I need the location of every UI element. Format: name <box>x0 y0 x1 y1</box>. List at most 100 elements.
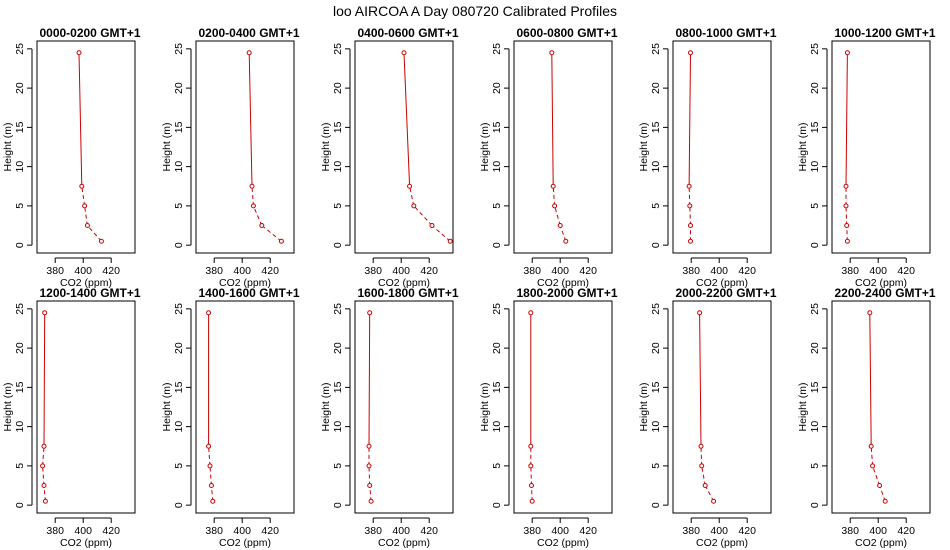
y-tick-label: 0 <box>14 242 26 248</box>
data-point <box>278 238 284 244</box>
panel-title: 0000-0200 GMT+1 <box>39 26 140 40</box>
y-tick-label: 25 <box>173 43 185 55</box>
data-point <box>246 50 252 56</box>
y-tick-label: 20 <box>173 82 185 94</box>
y-axis-label: Height (m) <box>161 382 173 431</box>
profile-line-segment <box>369 485 372 502</box>
data-point <box>552 203 558 209</box>
x-tick-label: 400 <box>233 525 251 537</box>
y-tick-label: 15 <box>491 121 503 133</box>
data-point <box>702 483 708 489</box>
y-tick-label: 5 <box>173 463 185 469</box>
y-tick-label: 25 <box>332 303 344 315</box>
data-point <box>84 223 90 229</box>
y-tick-label: 10 <box>491 161 503 173</box>
plot-frame <box>354 40 454 254</box>
data-point <box>688 50 693 56</box>
profile-line-segment <box>551 52 554 187</box>
data-point <box>557 223 563 229</box>
data-point <box>42 498 48 504</box>
y-tick-label: 5 <box>14 463 26 469</box>
data-point <box>686 183 692 189</box>
y-tick-label: 10 <box>173 421 185 433</box>
profile-line-segment <box>869 312 872 447</box>
y-axis-label: Height (m) <box>161 122 173 171</box>
x-axis-label: CO2 (ppm) <box>696 537 748 549</box>
profile-panel: 2000-2200 GMT+1 380 400 420 0 5 10 15 20 25 CO2 (p… <box>638 286 777 549</box>
x-tick-label: 380 <box>205 265 223 277</box>
data-point <box>877 483 883 489</box>
y-tick-label: 0 <box>650 502 662 508</box>
data-point <box>367 310 373 316</box>
profile-line-segment <box>699 312 702 447</box>
y-tick-label: 20 <box>809 82 821 94</box>
data-point <box>870 463 876 469</box>
data-point <box>368 498 374 504</box>
profile-line-segment <box>209 465 212 486</box>
y-tick-label: 15 <box>491 381 503 393</box>
x-tick-label: 400 <box>74 525 92 537</box>
profile-line-segment <box>559 225 567 242</box>
y-tick-label: 5 <box>332 203 344 209</box>
panel-title: 1200-1400 GMT+1 <box>39 286 140 300</box>
y-tick-label: 20 <box>14 342 26 354</box>
data-point <box>697 310 703 316</box>
profile-line-segment <box>872 465 881 486</box>
data-point <box>688 238 693 244</box>
x-tick-label: 400 <box>710 265 728 277</box>
x-tick-label: 380 <box>46 525 64 537</box>
profile-line-segment <box>208 446 211 466</box>
y-tick-label: 15 <box>332 121 344 133</box>
data-point <box>529 483 534 489</box>
data-point <box>411 203 417 209</box>
panel-title: 1400-1600 GMT+1 <box>198 286 299 300</box>
panel-title: 0200-0400 GMT+1 <box>198 26 299 40</box>
profile-line-segment <box>413 205 433 226</box>
x-tick-label: 400 <box>551 265 569 277</box>
profile-line-segment <box>43 485 46 502</box>
x-tick-label: 420 <box>897 525 915 537</box>
plot-frame <box>672 300 772 514</box>
y-tick-label: 25 <box>650 43 662 55</box>
profile-line-segment <box>368 312 371 447</box>
data-point <box>40 463 46 469</box>
profile-panel: 1000-1200 GMT+1 380 400 420 0 5 10 15 20 25 CO2 (p… <box>797 26 936 289</box>
y-tick-label: 10 <box>809 161 821 173</box>
data-point <box>528 463 534 469</box>
y-tick-label: 15 <box>650 121 662 133</box>
data-point <box>563 238 569 244</box>
x-tick-label: 420 <box>738 265 756 277</box>
profile-line-segment <box>689 205 691 226</box>
y-tick-label: 0 <box>809 242 821 248</box>
profile-line-segment <box>368 465 371 486</box>
y-tick-label: 25 <box>491 303 503 315</box>
data-point <box>529 498 535 504</box>
plot-frame <box>513 300 613 514</box>
y-tick-label: 0 <box>14 502 26 508</box>
data-point <box>843 203 849 209</box>
profile-line-segment <box>701 465 706 486</box>
profile-panel: 0000-0200 GMT+1 380 400 420 0 5 10 15 20 25 CO2 (p… <box>2 26 141 289</box>
plot-frame <box>195 40 295 254</box>
x-tick-label: 400 <box>392 265 410 277</box>
data-point <box>250 203 256 209</box>
profile-line-segment <box>870 446 874 466</box>
profile-line-segment <box>554 205 561 226</box>
x-tick-label: 420 <box>897 265 915 277</box>
data-point <box>407 183 413 189</box>
data-point <box>843 183 849 189</box>
data-point <box>844 223 850 229</box>
x-tick-label: 400 <box>551 525 569 537</box>
profile-line-segment <box>704 485 715 502</box>
data-point <box>367 483 373 489</box>
y-tick-label: 20 <box>650 82 662 94</box>
data-point <box>698 443 704 449</box>
y-tick-label: 0 <box>332 502 344 508</box>
plot-frame <box>36 300 136 514</box>
profile-line-segment <box>248 52 253 187</box>
profile-line-segment <box>530 465 532 486</box>
profile-line-segment <box>403 52 411 187</box>
y-tick-label: 5 <box>173 203 185 209</box>
y-tick-label: 10 <box>809 421 821 433</box>
